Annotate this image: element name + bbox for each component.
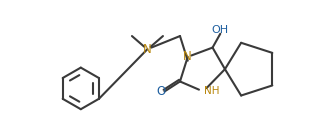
Text: NH: NH [204, 87, 220, 96]
Text: O: O [156, 85, 165, 98]
Text: N: N [183, 50, 192, 63]
Text: N: N [143, 43, 152, 56]
Text: OH: OH [212, 25, 229, 35]
